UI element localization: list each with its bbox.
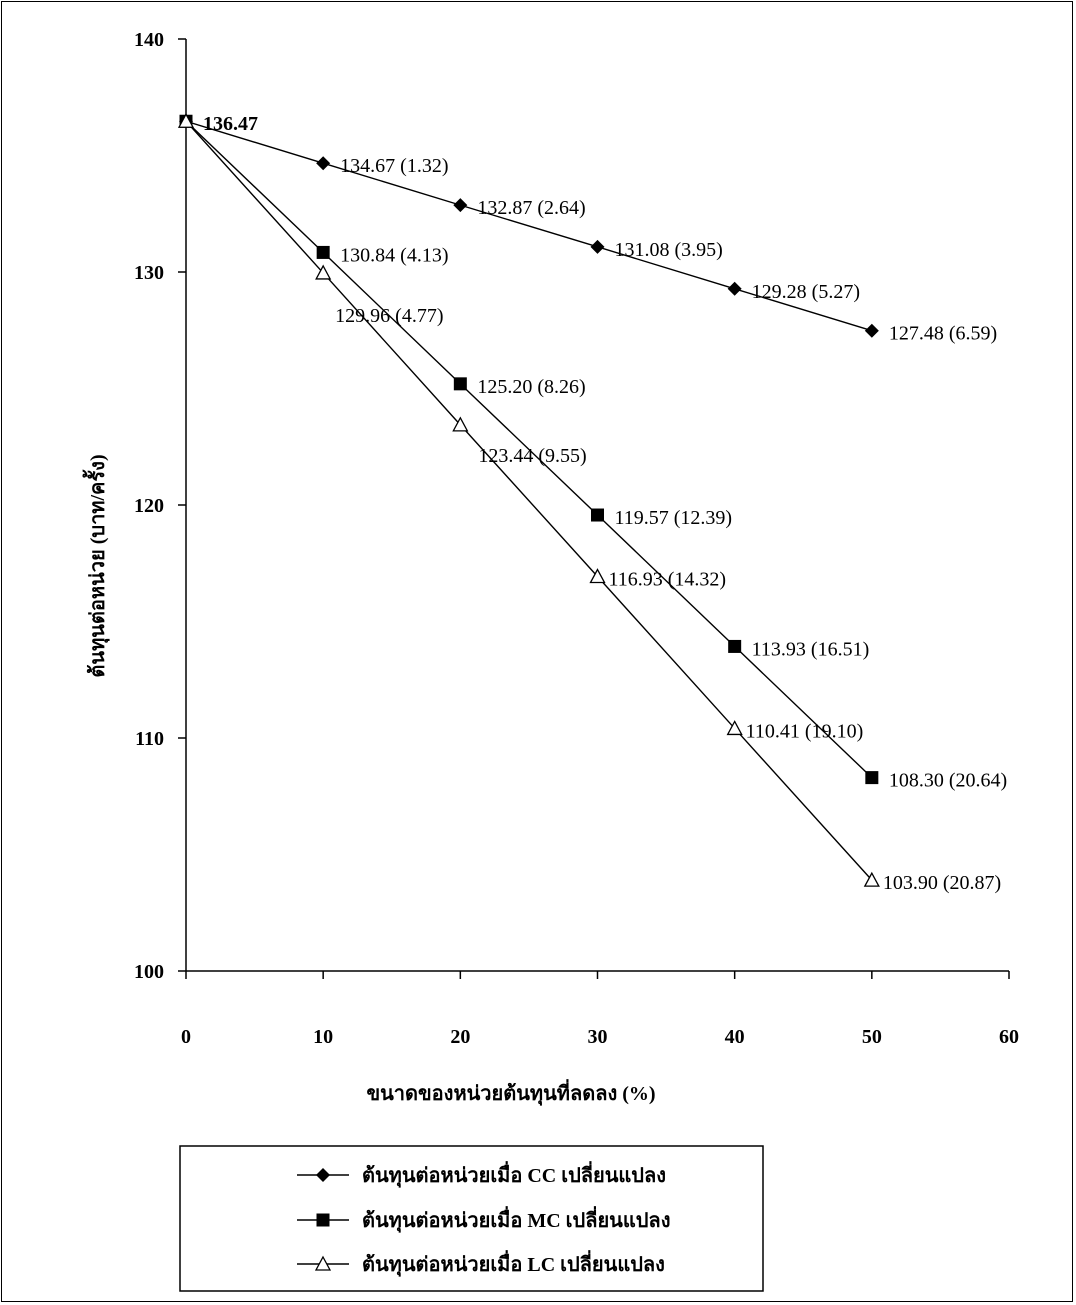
data-label: 113.93 (16.51) (752, 638, 870, 660)
data-point-square (728, 639, 742, 653)
data-label: 123.44 (9.55) (478, 445, 586, 467)
data-label: 125.20 (8.26) (477, 376, 585, 398)
data-point-square (316, 245, 330, 259)
x-tick-label: 20 (450, 1026, 470, 1048)
data-point-triangle (315, 264, 332, 280)
legend-label: ต้นทุนต่อหน่วยเมื่อ CC เปลี่ยนแปลง (362, 1160, 666, 1188)
legend-marker-triangle (314, 1255, 332, 1271)
y-tick-label: 130 (134, 262, 164, 284)
x-tick-label: 60 (999, 1026, 1019, 1048)
data-label: 127.48 (6.59) (889, 323, 997, 345)
series-line-square (185, 120, 873, 779)
data-point-square (453, 377, 467, 391)
data-point-diamond (727, 281, 742, 296)
series-line-diamond (185, 120, 873, 332)
x-tick-label: 0 (181, 1026, 191, 1048)
data-point-square (591, 508, 604, 522)
legend-box (179, 1145, 764, 1292)
x-tick-label: 40 (725, 1026, 745, 1048)
data-point-triangle (452, 416, 469, 432)
data-point-triangle (589, 568, 606, 584)
series-line-triangle (185, 120, 873, 881)
data-point-diamond (316, 156, 331, 171)
y-tick-label: 140 (134, 29, 164, 51)
y-tick-label: 110 (135, 728, 164, 750)
x-tick-label: 50 (862, 1026, 882, 1048)
chart-axes: 100 110 120 130 140 0 10 20 30 40 50 60 (134, 29, 1019, 1048)
legend-marker-diamond (316, 1168, 330, 1182)
data-label: 116.93 (14.32) (609, 569, 727, 591)
data-label: 134.67 (1.32) (340, 155, 448, 177)
legend: ต้นทุนต่อหน่วยเมื่อ CC เปลี่ยนแปลงต้นทุน… (297, 1160, 670, 1277)
data-label: 131.08 (3.95) (615, 239, 723, 261)
data-label: 132.87 (2.64) (477, 197, 585, 219)
data-label: 108.30 (20.64) (889, 770, 1007, 792)
data-label: 119.57 (12.39) (615, 507, 733, 529)
data-point-diamond (864, 323, 879, 338)
legend-label: ต้นทุนต่อหน่วยเมื่อ LC เปลี่ยนแปลง (362, 1249, 665, 1277)
legend-label: ต้นทุนต่อหน่วยเมื่อ MC เปลี่ยนแปลง (362, 1205, 670, 1233)
data-labels-layer: 136.47 134.67 (1.32) 132.87 (2.64) 131.08 (… (203, 113, 1007, 894)
data-label: 136.47 (203, 113, 258, 135)
data-label: 130.84 (4.13) (340, 244, 448, 266)
x-tick-label: 10 (313, 1026, 333, 1048)
legend-marker-square (316, 1213, 330, 1227)
data-point-square (865, 771, 879, 785)
x-axis-title: ขนาดของหน่วยต้นทุนที่ลดลง (%) (366, 1078, 655, 1106)
y-tick-label: 120 (134, 495, 164, 517)
data-label: 110.41 (19.10) (746, 720, 864, 742)
y-axis-title: ต้นทุนต่อหน่วย (บาท/ครั้ง) (82, 454, 110, 677)
series-layer (177, 112, 880, 887)
x-tick-label: 30 (588, 1026, 608, 1048)
data-point-triangle (177, 112, 195, 128)
data-label: 103.90 (20.87) (883, 872, 1001, 894)
data-label: 129.28 (5.27) (752, 281, 860, 303)
y-tick-label: 100 (134, 961, 164, 983)
data-point-triangle (863, 871, 880, 887)
data-point-diamond (453, 198, 468, 213)
data-point-diamond (590, 239, 605, 254)
data-point-triangle (726, 720, 743, 736)
data-label: 129.96 (4.77) (335, 305, 443, 327)
